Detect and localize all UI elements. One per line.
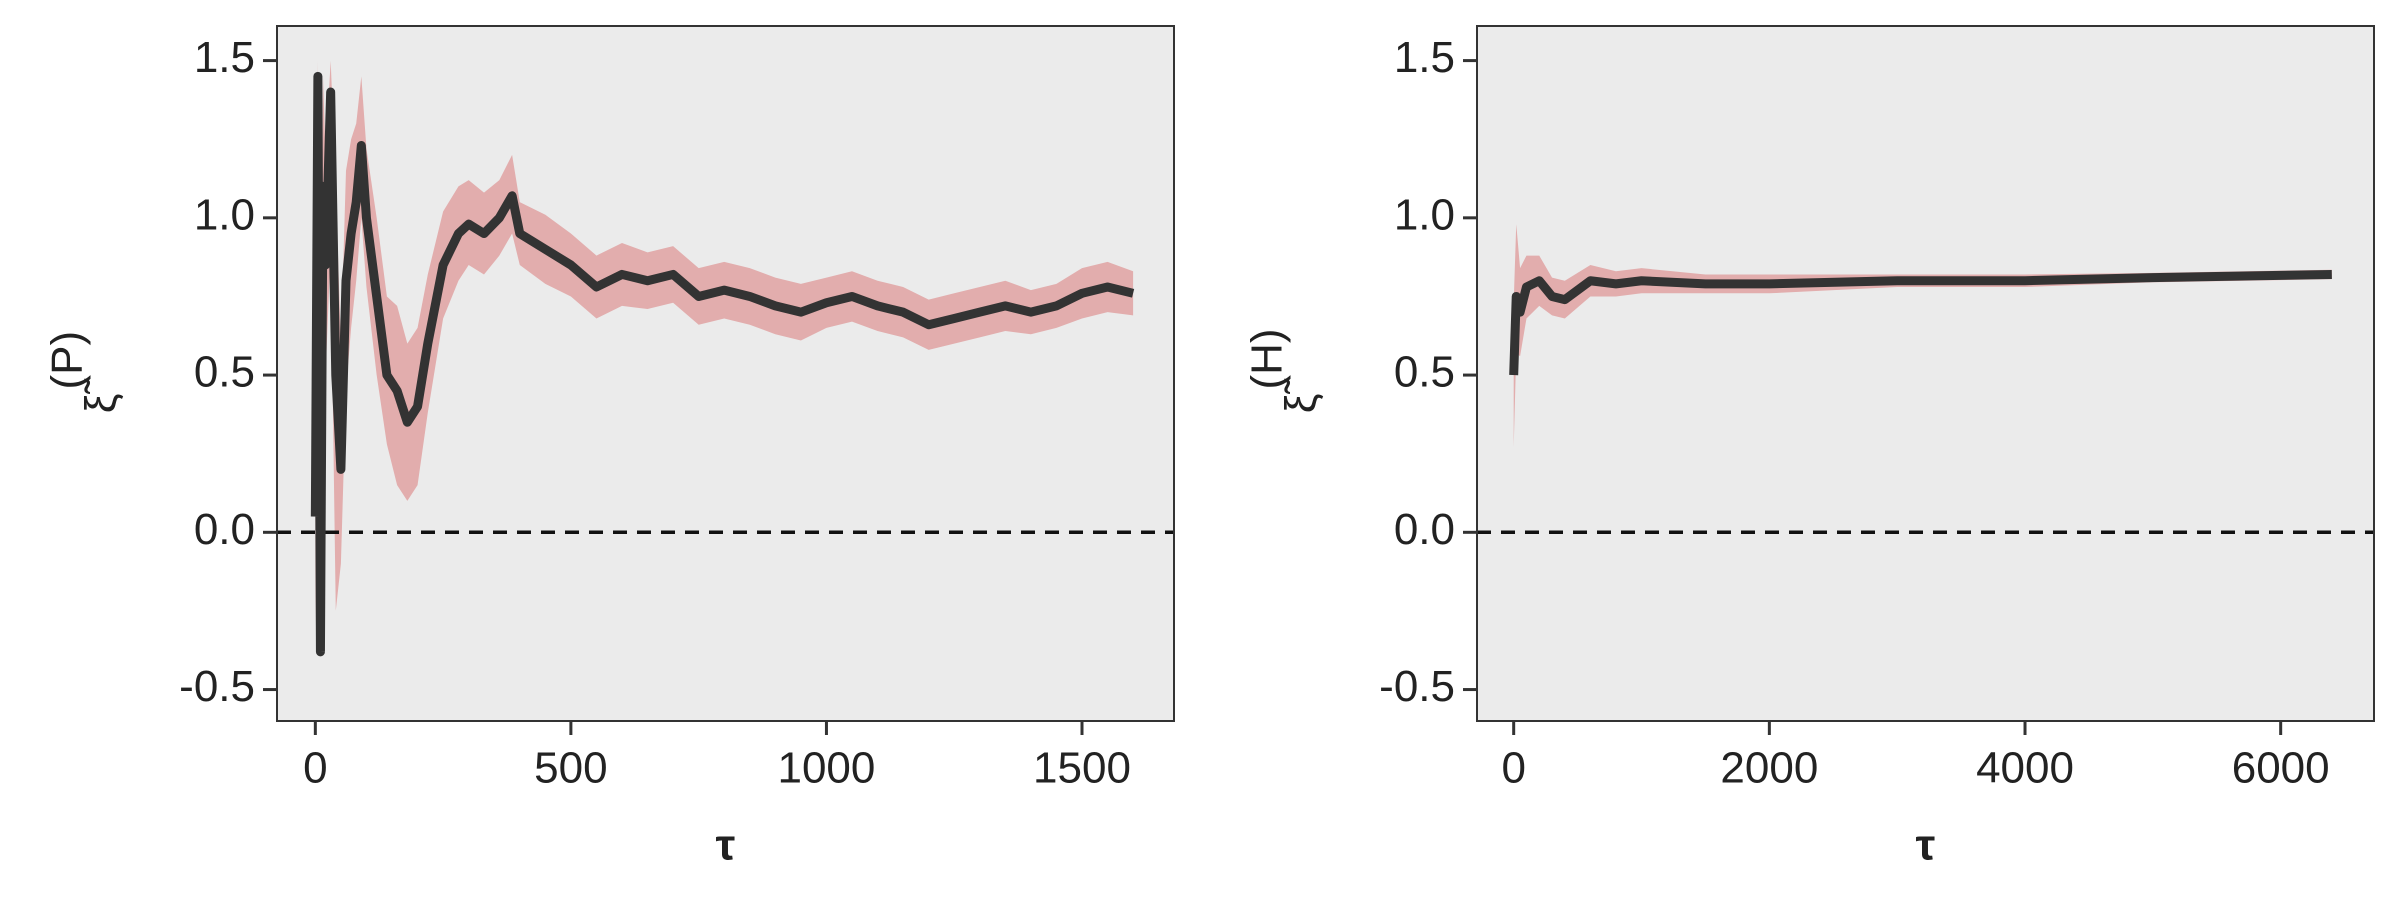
estimate-line (1509, 269, 2332, 376)
x-tick-label: 1000 (777, 744, 875, 793)
y-tick-label: 1.5 (1394, 33, 1455, 82)
panel: -0.5 0.0 0.5 1.0 1.5 0 500 1000 1500 τ ξ̃(P) (43, 25, 1175, 870)
y-tick-label: 0.0 (194, 505, 255, 554)
x-tick-label: 4000 (1976, 744, 2074, 793)
plot-background (1477, 26, 2374, 721)
y-tick-label: 1.0 (1394, 190, 1455, 239)
y-tick-label: -0.5 (1379, 662, 1455, 711)
plot-frame (1476, 25, 2375, 722)
x-axis-label: τ (716, 821, 736, 870)
y-axis-label: ξ̃(H) (1243, 328, 1326, 413)
y-tick-label: 0.0 (1394, 505, 1455, 554)
panel: -0.5 0.0 0.5 1.0 1.5 0 2000 4000 6000 τ ξ̃(H) (1243, 25, 2375, 870)
x-axis-label: τ (1916, 821, 1936, 870)
plot-frame (276, 25, 1175, 722)
x-tick-label: 2000 (1720, 744, 1818, 793)
x-tick-label: 0 (303, 744, 327, 793)
x-tick-label: 500 (534, 744, 607, 793)
x-tick-label: 6000 (2232, 744, 2330, 793)
y-tick-label: 1.0 (194, 190, 255, 239)
y-axis-label-superscript: (P) (43, 331, 92, 390)
estimate-line (310, 71, 1135, 657)
y-tick-label: 0.5 (194, 348, 255, 397)
x-tick-label: 1500 (1033, 744, 1131, 793)
x-tick-label: 0 (1501, 744, 1525, 793)
y-tick-label: 0.5 (1394, 348, 1455, 397)
y-tick-label: 1.5 (194, 33, 255, 82)
y-axis-label: ξ̃(P) (43, 331, 126, 413)
y-tick-label: -0.5 (179, 662, 255, 711)
confidence-band (315, 60, 1134, 627)
y-axis-label-superscript: (H) (1243, 328, 1292, 389)
